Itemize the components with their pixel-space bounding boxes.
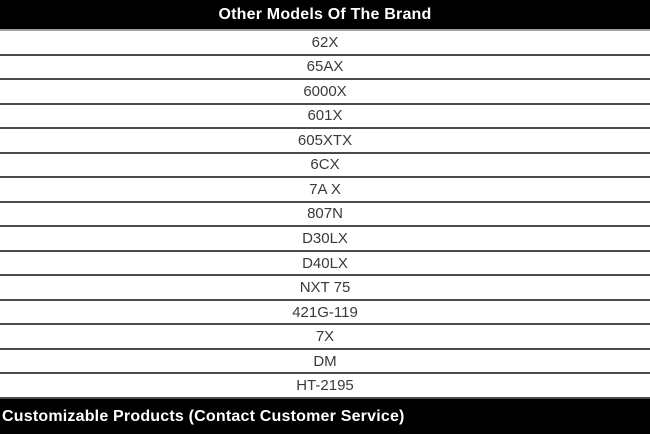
table-row: 7X [0, 325, 650, 350]
table-row: NXT 75 [0, 276, 650, 301]
model-name: 601X [307, 107, 343, 125]
table-row: 807N [0, 202, 650, 228]
model-name: DM [313, 352, 337, 370]
table-row: 7A X [0, 178, 650, 203]
table-footer-title: Customizable Products (Contact Customer … [2, 407, 405, 425]
model-name: 62X [311, 33, 339, 51]
table-row: DM [0, 349, 650, 375]
table-row: 605XTX [0, 129, 650, 154]
table-row: 62X [0, 31, 650, 56]
table-row: D40LX [0, 251, 650, 277]
table-row: 6000X [0, 80, 650, 105]
model-name: 807N [307, 205, 343, 223]
model-name: 605XTX [297, 131, 353, 149]
model-rows: 62X 65AX 6000X 601X 605XTX 6CX 7A X 807N… [0, 29, 650, 399]
table-header: Other Models Of The Brand [0, 0, 650, 29]
model-name: 421G-119 [292, 303, 358, 321]
model-name: HT-2195 [296, 377, 354, 395]
model-name: 7A X [309, 180, 341, 198]
model-name: 6000X [303, 82, 347, 100]
table-row: 65AX [0, 55, 650, 81]
model-name: 7X [315, 328, 335, 346]
table-row: HT-2195 [0, 374, 650, 399]
table-row: D30LX [0, 227, 650, 252]
model-name: 65AX [306, 58, 344, 76]
model-name: D30LX [302, 230, 348, 248]
table-header-title: Other Models Of The Brand [218, 5, 432, 23]
table-footer: Customizable Products (Contact Customer … [0, 399, 650, 434]
table-row: 601X [0, 104, 650, 130]
model-name: NXT 75 [299, 279, 351, 297]
model-name: 6CX [310, 156, 340, 174]
table-row: 6CX [0, 153, 650, 179]
model-name: D40LX [302, 254, 348, 272]
table-row: 421G-119 [0, 300, 650, 326]
